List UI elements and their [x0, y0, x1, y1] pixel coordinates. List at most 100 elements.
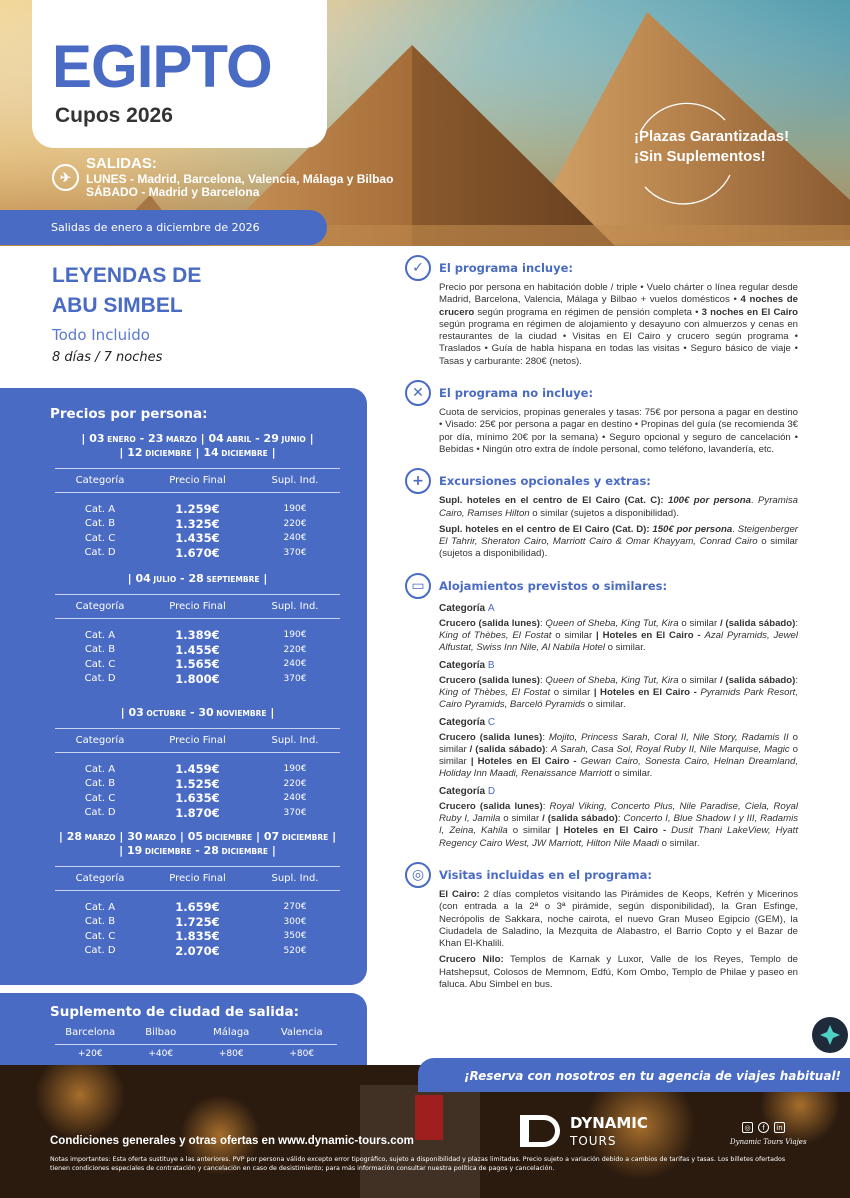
legal-notes: Notas importantes: Esta oferta sustituye… [50, 1156, 786, 1172]
text-run: Cuota de servicios, propinas generales y… [439, 407, 798, 455]
date-token: - [251, 432, 260, 445]
text-run: : [542, 731, 549, 743]
departure-period-bar: Salidas de enero a diciembre de 2026 [0, 210, 327, 245]
hotel-category-label: Categoría D [439, 785, 496, 797]
plus-circle-icon: + [405, 468, 431, 495]
text-run: King of Thèbes, El Fostat [439, 630, 552, 642]
supplement-header-row: Barcelona Bilbao Málaga Valencia [55, 1027, 337, 1045]
city-barcelona: Barcelona [65, 1027, 116, 1038]
text-run: Queen of Sheba, King Tut, Kira [545, 617, 679, 629]
final-price: 1.455€ [175, 642, 220, 657]
date-token: MARZO [142, 833, 176, 842]
date-token: DICIEMBRE [142, 449, 192, 458]
final-price: 2.070€ [175, 943, 220, 958]
social-handle: Dynamic Tours Viajes [730, 1138, 807, 1146]
table-header: Categoría Precio Final Supl. Ind. [55, 594, 340, 619]
prices-title: Precios por persona: [50, 406, 208, 422]
text-run: : [539, 617, 546, 629]
facebook-icon[interactable]: f [758, 1122, 769, 1133]
text-run: o similar. [605, 642, 646, 654]
date-token: 19 [123, 844, 143, 857]
category: Cat. A [84, 503, 116, 515]
text-run: 100€ por persona [668, 495, 751, 507]
text-run: Templos de Karnak y Luxor, Valle de los … [439, 954, 798, 990]
text-run: Dusit Thani LakeView, Hyatt Regency Cair… [439, 825, 799, 849]
single-supplement: 190€ [283, 504, 307, 515]
date-token: 28 [62, 830, 83, 843]
category: Cat. B [84, 644, 116, 656]
category: Cat. B [84, 778, 116, 790]
instagram-icon[interactable]: ◎ [742, 1122, 753, 1133]
table-row: Cat. C 1.565€ 240€ [55, 657, 340, 672]
column-header: Supl. Ind. [271, 873, 319, 884]
badge-circle-icon [639, 102, 731, 205]
category: Cat. C [84, 658, 116, 670]
hotel-category-label: Categoría C [439, 716, 496, 728]
paragraph: Crucero Nilo: Templos de Karnak y Luxor,… [439, 954, 798, 991]
single-supplement: 370€ [283, 547, 307, 558]
paragraph: Cuota de servicios, propinas generales y… [439, 407, 798, 456]
linkedin-icon[interactable]: in [774, 1122, 785, 1133]
text-run: o similar. [611, 768, 653, 780]
check-circle-icon: ✓ [405, 255, 431, 281]
text-run: Gewan Cairo, Sonesta Cairo, Helnan Dream… [439, 756, 798, 780]
text-run: | Hoteles en El Cairo - [593, 686, 701, 698]
column-header: Precio Final [169, 873, 226, 884]
date-token: 23 [144, 432, 164, 445]
program-duration: 8 días / 7 noches [52, 350, 163, 365]
category-letter: A [487, 602, 495, 614]
column-header: Precio Final [169, 601, 226, 612]
program-type: Todo Incluido [52, 326, 150, 344]
floating-app-button[interactable] [812, 1017, 848, 1053]
date-line: | 12 DICIEMBRE | 14 DICIEMBRE | [55, 446, 340, 460]
category: Cat. A [84, 763, 116, 775]
date-range: | 03 ENERO - 23 MARZO | 04 ABRIL - 29 JU… [55, 432, 340, 460]
table-row: Cat. B 1.325€ 220€ [55, 517, 340, 532]
date-line: | 03 OCTUBRE - 30 NOVIEMBRE | [55, 706, 340, 720]
date-token: 29 [259, 432, 279, 445]
category: Cat. C [84, 792, 116, 804]
social-links: ◎ f in [742, 1122, 785, 1133]
text-run: o similar [507, 825, 556, 837]
departures-label: SALIDAS: [86, 155, 157, 172]
price-section: | 04 JULIO - 28 SEPTIEMBRE | Categoría Pre… [55, 572, 340, 686]
single-supplement: 240€ [283, 793, 307, 804]
location-pin-icon: ◎ [405, 861, 431, 888]
text-run: 3 noches en El Cairo [701, 306, 798, 318]
column-header: Precio Final [169, 735, 226, 746]
date-token: | [120, 706, 125, 719]
text-run: según programa en régimen de alojamiento… [439, 318, 798, 367]
section-title: El programa no incluye: [439, 386, 594, 401]
price-section: | 03 ENERO - 23 MARZO | 04 ABRIL - 29 JU… [55, 432, 340, 560]
section-body: Categoría A Crucero (salida lunes): Queen… [439, 602, 798, 850]
table-row: Cat. B 1.725€ 300€ [55, 915, 340, 930]
date-token: | [119, 446, 124, 459]
date-token: DICIEMBRE [203, 833, 253, 842]
final-price: 1.670€ [175, 545, 220, 560]
date-token: MARZO [82, 833, 116, 842]
badge-line-2: ¡Sin Suplementos! [634, 148, 766, 165]
conditions-link[interactable]: Condiciones generales y otras ofertas en… [50, 1135, 414, 1147]
paragraph: Supl. hoteles en el centro de El Cairo (… [439, 524, 798, 561]
date-line: | 04 JULIO - 28 SEPTIEMBRE | [55, 572, 340, 586]
final-price: 1.325€ [175, 516, 220, 531]
text-run: o similar [439, 731, 798, 755]
text-run: o similar. [659, 837, 700, 849]
table-row: Cat. B 1.455€ 220€ [55, 643, 340, 658]
category-letter: B [487, 659, 495, 671]
category: Cat. D [84, 673, 116, 685]
final-price: 1.259€ [175, 502, 220, 517]
text-run: Pyramids Park Resort, Cairo Pyramids, Ba… [439, 686, 798, 711]
date-line: | 19 DICIEMBRE - 28 DICIEMBRE | [55, 844, 340, 858]
date-token: 30 [123, 830, 143, 843]
text-run: . [750, 495, 758, 507]
text-run: / (salida sábado) [719, 674, 796, 686]
destination-subtitle: Cupos 2026 [55, 104, 173, 127]
date-token: 04 [204, 432, 224, 445]
date-token: | [252, 830, 260, 843]
table-header: Categoría Precio Final Supl. Ind. [55, 866, 340, 891]
text-run: o similar [500, 813, 543, 825]
date-token: 30 [194, 706, 214, 719]
date-token: DICIEMBRE [218, 847, 269, 856]
date-token: | [58, 830, 63, 843]
